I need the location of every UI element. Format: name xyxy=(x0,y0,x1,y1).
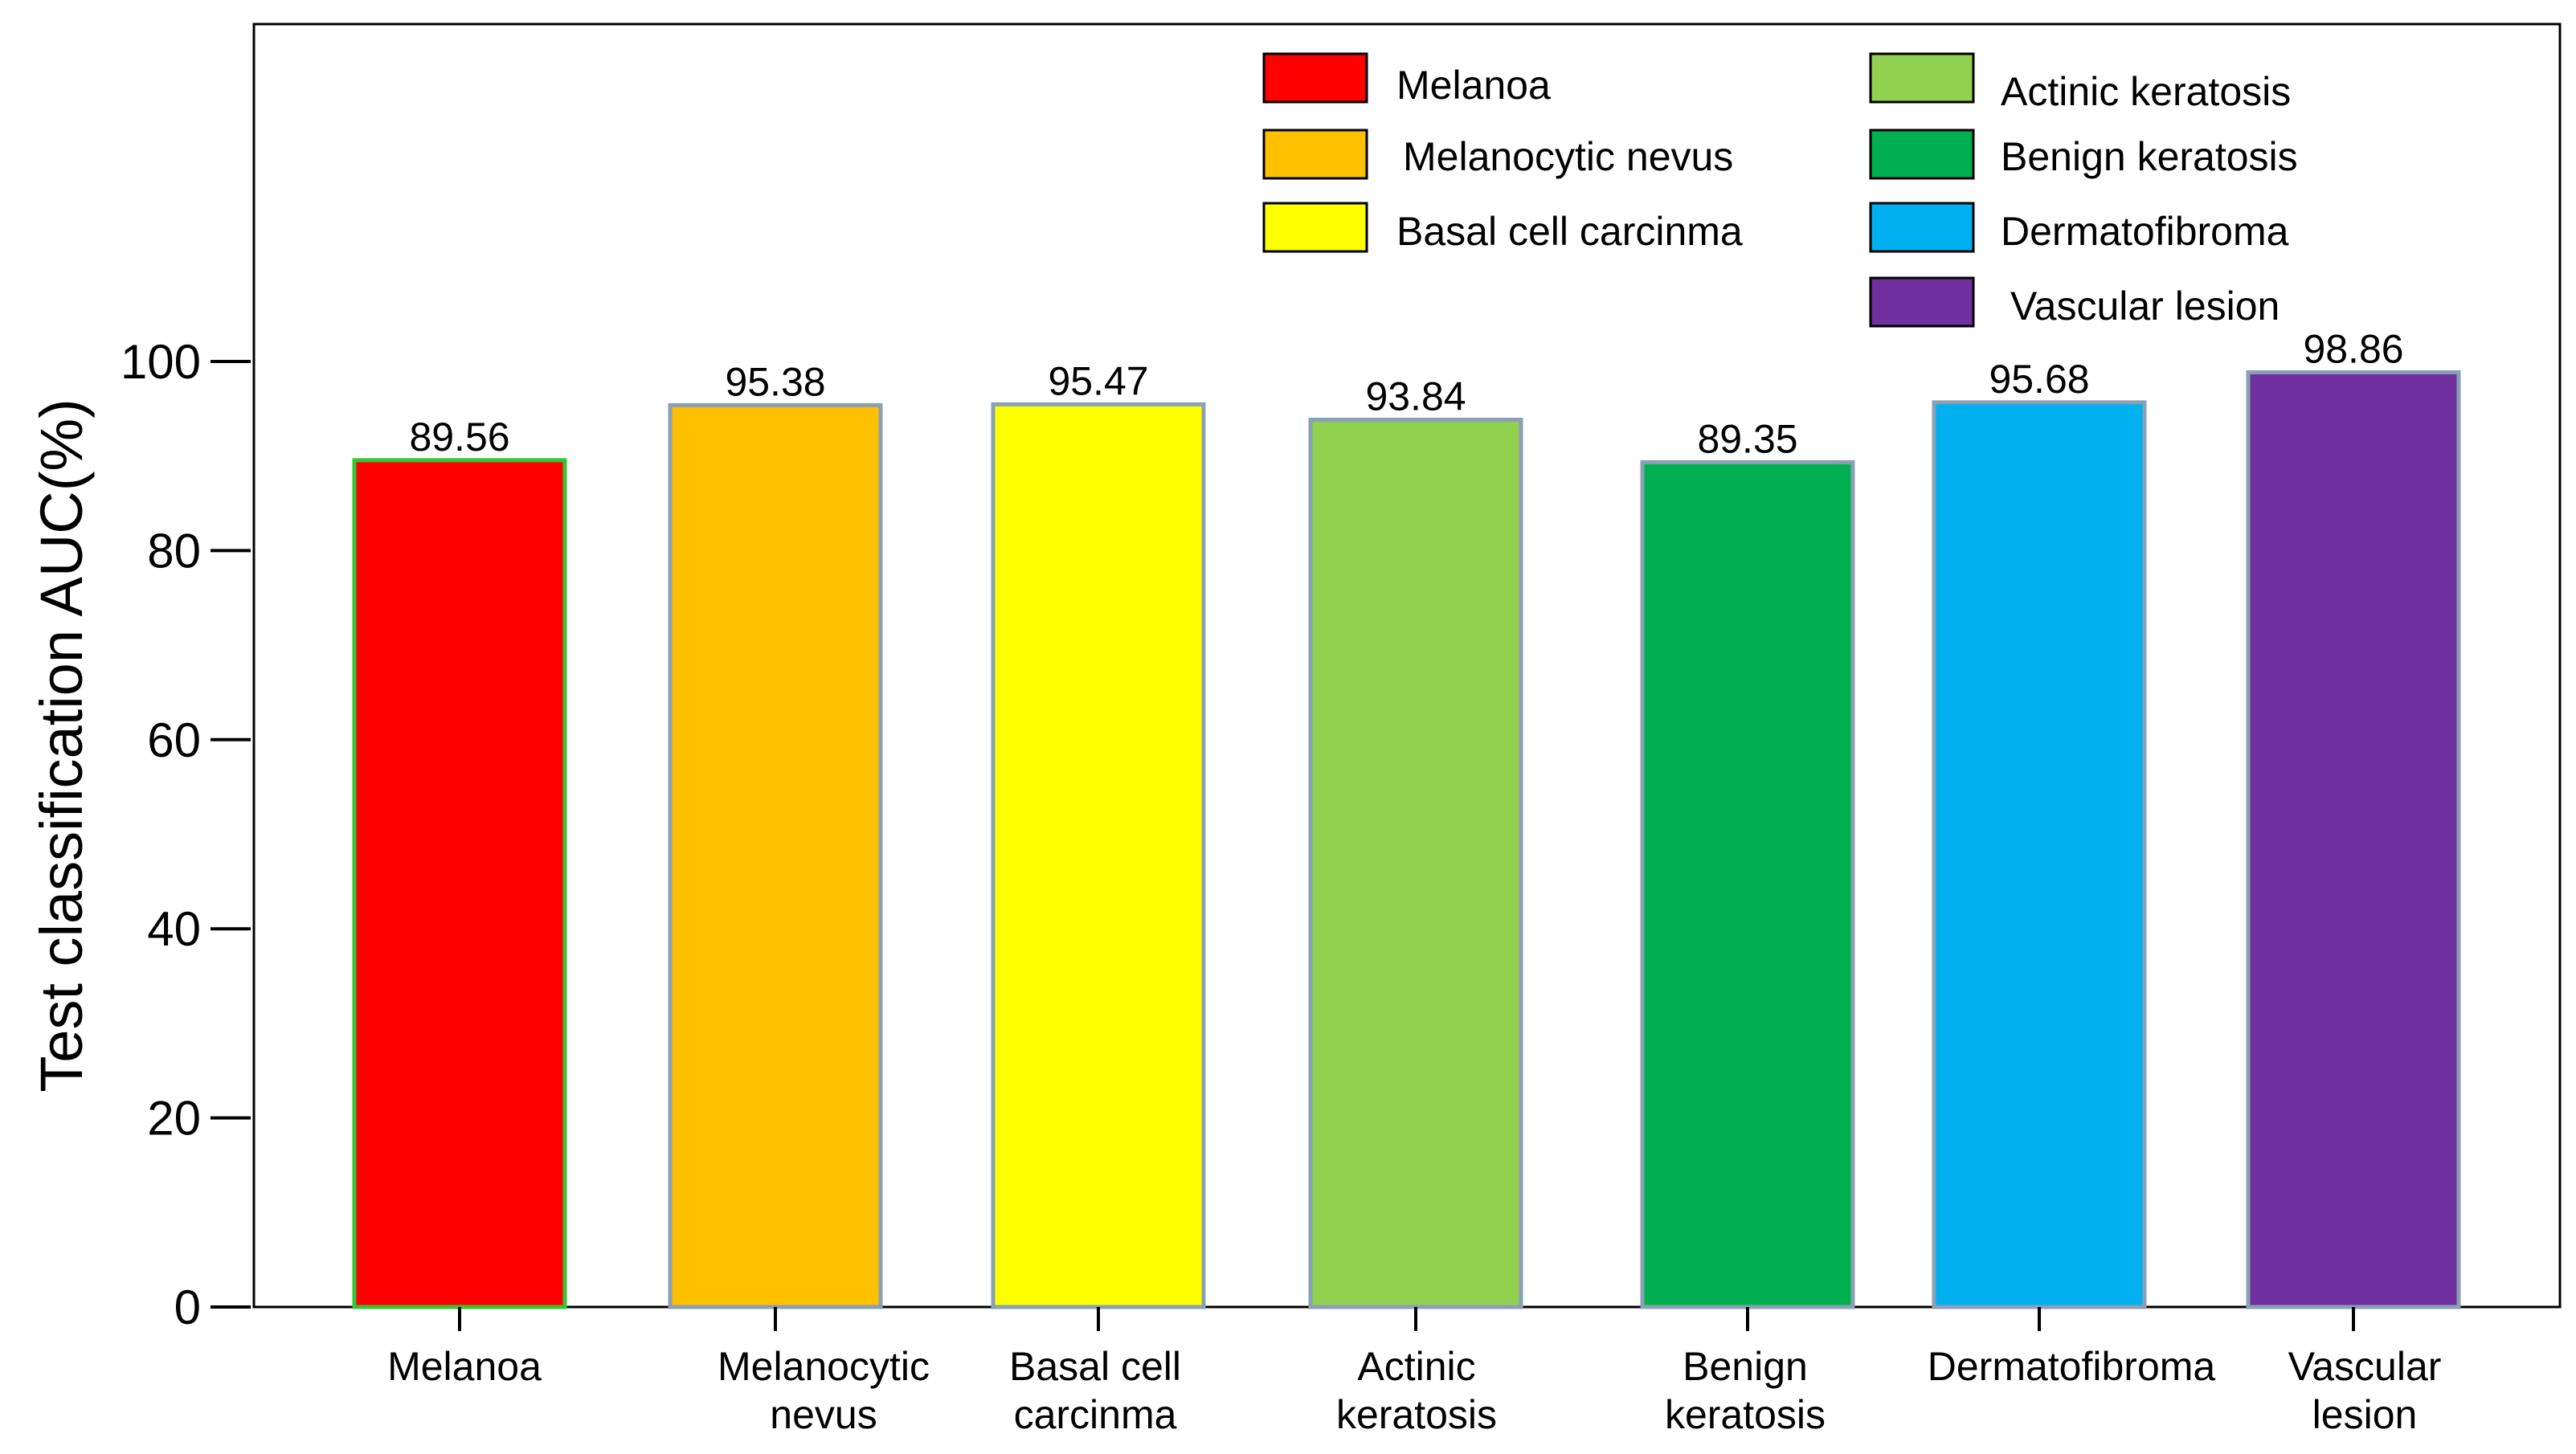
legend-swatch xyxy=(1262,202,1368,253)
data-label: 95.47 xyxy=(1048,358,1148,403)
y-tick-label: 80 xyxy=(147,524,201,578)
x-tick-label: keratosis xyxy=(1665,1392,1826,1437)
x-tick-label: Vascular xyxy=(2288,1344,2442,1389)
legend-label: Melanoa xyxy=(1396,63,1551,108)
x-tick-label: Basal cell xyxy=(1009,1344,1181,1389)
x-tick-label: Melanoa xyxy=(387,1344,542,1389)
data-label: 89.56 xyxy=(409,415,509,459)
data-label: 89.35 xyxy=(1697,416,1797,461)
legend-swatch xyxy=(1869,202,1975,253)
y-axis-title: Test classification AUC(%) xyxy=(28,398,95,1093)
x-tick-label: Actinic xyxy=(1357,1344,1475,1389)
bar xyxy=(2246,370,2461,1309)
bar xyxy=(668,402,883,1309)
bar xyxy=(352,458,567,1309)
y-axis: 0 20 40 60 80 100 xyxy=(121,335,251,1334)
y-tick-label: 40 xyxy=(147,902,201,956)
x-tick-label: lesion xyxy=(2312,1392,2418,1437)
x-tick-label: nevus xyxy=(770,1392,877,1437)
x-tick-label: Benign xyxy=(1683,1344,1808,1389)
legend: Melanoa Melanocytic nevus Basal cell carci… xyxy=(1262,52,2298,329)
x-tick-label: carcinma xyxy=(1014,1392,1177,1437)
x-tick-label: keratosis xyxy=(1336,1392,1497,1437)
legend-swatch xyxy=(1869,129,1975,180)
data-label: 95.68 xyxy=(1989,357,2089,402)
y-tick-label: 100 xyxy=(121,335,201,389)
legend-swatch xyxy=(1869,276,1975,328)
data-label: 98.86 xyxy=(2303,326,2403,371)
legend-label: Melanocytic nevus xyxy=(1403,134,1733,179)
bars: 89.56 95.38 95.47 93.84 89.35 95.68 98.86 xyxy=(352,326,2461,1309)
bar xyxy=(991,402,1206,1309)
bar xyxy=(1308,418,1523,1309)
legend-label: Vascular lesion xyxy=(2010,284,2280,329)
bar xyxy=(1932,400,2147,1309)
legend-swatch xyxy=(1869,52,1975,104)
y-tick-label: 60 xyxy=(147,713,201,767)
y-tick-label: 20 xyxy=(147,1092,201,1146)
y-tick-label: 0 xyxy=(174,1280,201,1334)
legend-label: Benign keratosis xyxy=(2001,134,2298,179)
data-label: 95.38 xyxy=(725,359,825,404)
legend-swatch xyxy=(1262,129,1368,180)
x-tick-label: Melanocytic xyxy=(718,1344,930,1389)
x-tick-label: Dermatofibroma xyxy=(1928,1344,2216,1389)
legend-label: Dermatofibroma xyxy=(2001,209,2289,254)
bar xyxy=(1640,459,1855,1309)
legend-label: Basal cell carcinma xyxy=(1396,209,1743,254)
legend-label: Actinic keratosis xyxy=(2001,69,2291,114)
data-label: 93.84 xyxy=(1365,374,1466,419)
legend-swatch xyxy=(1262,52,1368,104)
